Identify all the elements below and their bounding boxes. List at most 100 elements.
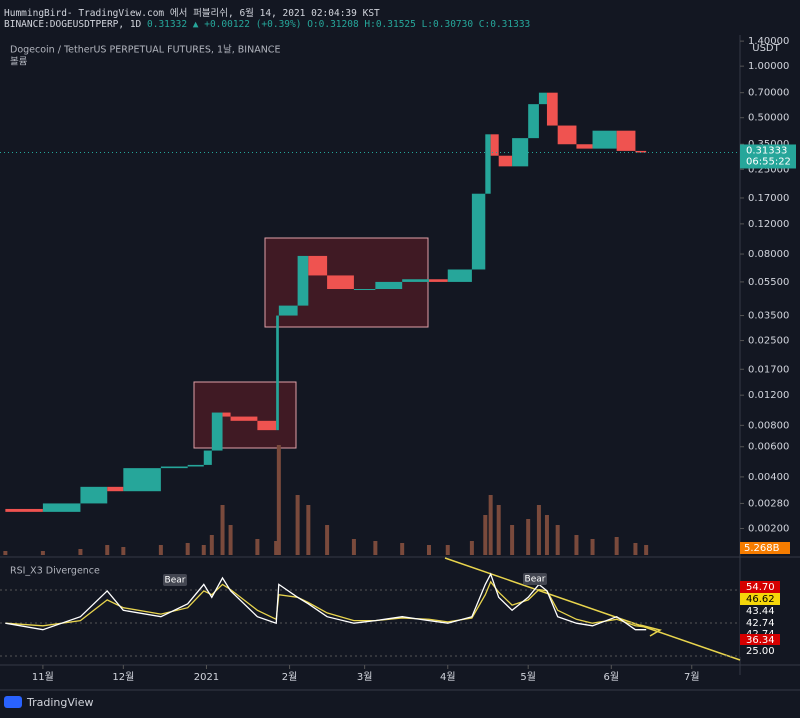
volume-title: 볼륨	[10, 57, 28, 68]
symbol-line: BINANCE:DOGEUSDTPERP, 1D 0.31332 ▲ +0.00…	[4, 19, 530, 30]
x-tick-label: 7월	[684, 671, 700, 683]
candle	[297, 255, 309, 306]
ohlc: O:0.31208 H:0.31525 L:0.30730 C:0.31333	[307, 19, 531, 30]
volume-tag	[740, 542, 790, 554]
candle	[5, 508, 43, 512]
y-tick-label: 0.70000	[748, 88, 789, 99]
candle	[485, 134, 491, 194]
candle	[160, 466, 188, 469]
logo	[4, 696, 22, 708]
rsi-line	[5, 580, 647, 628]
volume-bar	[496, 505, 501, 555]
candle	[592, 130, 617, 149]
rsi-axis-tag	[740, 605, 780, 617]
y-tick-label: 0.25000	[748, 164, 789, 175]
candle	[375, 281, 403, 290]
candle	[308, 255, 328, 276]
rsi-axis-label: 36.34	[746, 635, 775, 646]
candle	[123, 468, 161, 492]
volume-bar	[426, 545, 431, 555]
rsi-axis-label: 25.00	[746, 646, 775, 657]
y-tick-label: 0.12000	[748, 219, 789, 230]
annotation: Bear	[525, 575, 546, 585]
y-tick-label: 0.50000	[748, 113, 789, 124]
volume-bar	[469, 541, 474, 555]
x-tick-label: 2021	[194, 672, 219, 683]
candle	[187, 464, 204, 467]
volume-bar	[228, 525, 233, 555]
y-tick-label: 0.00600	[748, 442, 789, 453]
y-tick-label: 0.00200	[748, 523, 789, 534]
y-tick-label: 0.01700	[748, 364, 789, 375]
volume-bar	[644, 545, 649, 555]
volume-bar	[445, 545, 450, 555]
candle	[402, 279, 429, 282]
annotation-bg	[523, 573, 547, 585]
candle	[257, 420, 277, 431]
highlight-box	[193, 381, 297, 449]
rsi-axis-tag	[740, 581, 780, 593]
y-tick-label: 0.00800	[748, 420, 789, 431]
volume-bar	[614, 537, 619, 555]
x-tick-label: 5월	[520, 671, 536, 683]
price-axis	[740, 35, 800, 675]
x-tick-label: 6월	[604, 671, 620, 683]
candle	[428, 279, 448, 282]
y-tick-label: 0.05500	[748, 277, 789, 288]
volume-bar	[185, 543, 190, 555]
volume-bar	[3, 551, 8, 555]
volume-bar	[483, 515, 488, 555]
candle	[276, 315, 279, 431]
candle	[471, 193, 486, 270]
candle	[447, 269, 472, 282]
y-tick-label: 0.01200	[748, 390, 789, 401]
rsi-line	[5, 572, 647, 631]
volume-bar	[255, 539, 260, 555]
volume-bar	[510, 525, 515, 555]
volume-bar	[276, 445, 281, 555]
y-tick-label: 0.08000	[748, 249, 789, 260]
volume-bar	[325, 525, 330, 555]
symbol: BINANCE:DOGEUSDTPERP, 1D	[4, 19, 142, 30]
x-tick-label: 4월	[440, 671, 456, 683]
x-tick-label: 2월	[282, 671, 298, 683]
candle	[327, 275, 354, 290]
volume-bar	[306, 505, 311, 555]
rsi-axis-label: 43.44	[746, 606, 775, 617]
candle	[353, 289, 376, 291]
volume-tag-label: 5.268B	[744, 543, 780, 554]
rsi-axis-tag	[740, 645, 780, 657]
candle	[107, 486, 124, 492]
volume-bar	[209, 535, 214, 555]
volume-bar	[555, 525, 560, 555]
annotation-bg	[163, 574, 187, 586]
candle	[616, 130, 636, 151]
rsi-axis-tag	[740, 617, 780, 629]
x-tick-label: 11월	[32, 671, 54, 683]
y-tick-label: 0.00400	[748, 472, 789, 483]
chart-title: Dogecoin / TetherUS PERPETUAL FUTURES, 1…	[10, 45, 280, 56]
volume-bar	[201, 545, 206, 555]
candle	[42, 503, 81, 512]
volume-bar	[274, 541, 279, 555]
brand[interactable]: TradingView	[26, 696, 93, 709]
rsi-axis-label: 46.62	[746, 594, 775, 605]
volume-bar	[121, 547, 126, 555]
candle	[528, 104, 539, 139]
volume-bar	[488, 495, 493, 555]
volume-bar	[544, 515, 549, 555]
price-tag-label: 0.31333	[746, 145, 787, 156]
candle	[230, 416, 258, 421]
candle	[538, 92, 547, 105]
y-tick-label: 0.03500	[748, 311, 789, 322]
candle	[557, 125, 577, 145]
y-tick-label: 0.02500	[748, 336, 789, 347]
volume-bar	[536, 505, 541, 555]
trend-arrow	[639, 624, 662, 637]
volume-bar	[400, 543, 405, 555]
y-tick-label: 0.17000	[748, 193, 789, 204]
volume-bar	[633, 543, 638, 555]
candle	[211, 412, 223, 451]
